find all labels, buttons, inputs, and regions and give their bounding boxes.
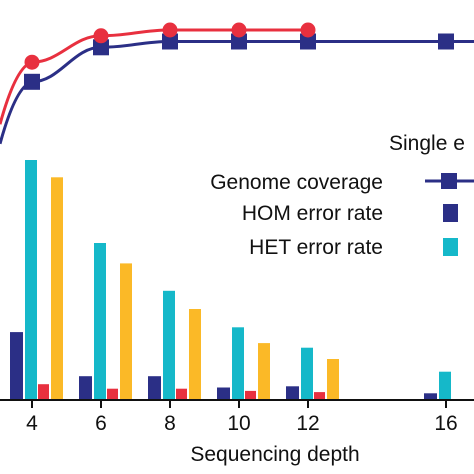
bar-depth-6-series-3: [107, 388, 118, 400]
bar-depth-8-series-4: [189, 309, 201, 400]
bar-depth-12-series-3: [314, 392, 325, 400]
bar-depth-6-series-1: [79, 376, 92, 400]
coverage-point-line-2-depth-8: [162, 22, 178, 38]
bar-depth-10-series-4: [258, 343, 270, 400]
bar-depth-10-series-2: [232, 327, 244, 400]
bar-depth-4-series-3: [38, 384, 49, 400]
x-tick-label-6: 6: [95, 412, 107, 435]
legend-label-hom-error-rate: HOM error rate: [242, 202, 383, 225]
coverage-point-line-2-depth-4: [24, 54, 40, 70]
bar-depth-6-series-2: [94, 243, 106, 400]
x-axis-label: Sequencing depth: [190, 443, 359, 466]
bar-depth-4-series-2: [25, 160, 37, 400]
x-tick-label-16: 16: [434, 412, 457, 435]
coverage-point-line-1-depth-4: [24, 73, 40, 90]
x-tick-label-12: 12: [296, 412, 319, 435]
x-ticks-layer: 4 6 8 10 12 16: [26, 400, 458, 435]
coverage-lines-layer: [0, 22, 474, 145]
legend-marker-hom-error-rate: [443, 204, 458, 222]
x-tick-label-8: 8: [164, 412, 176, 435]
bar-depth-8-series-3: [176, 388, 187, 400]
bar-depth-12-series-2: [301, 347, 313, 400]
bar-depth-8-series-1: [148, 376, 161, 400]
coverage-point-line-1-depth-10: [231, 33, 247, 50]
coverage-point-line-1-depth-16: [438, 33, 454, 50]
coverage-line-1: [0, 39, 474, 145]
coverage-point-line-2-depth-6: [93, 28, 109, 44]
legend-label-genome-coverage: Genome coverage: [210, 171, 383, 194]
bar-depth-16-series-2: [439, 371, 451, 400]
coverage-point-line-1-depth-12: [300, 33, 316, 50]
legend-header: Single e: [389, 132, 465, 155]
bar-depth-6-series-4: [120, 263, 132, 400]
coverage-point-line-2-depth-10: [231, 22, 247, 38]
coverage-point-line-2-depth-12: [300, 22, 316, 38]
bar-depth-4-series-1: [10, 332, 23, 400]
bars-layer: [10, 160, 451, 400]
bar-depth-16-series-1: [424, 393, 437, 400]
legend-marker-genome-coverage: [441, 173, 457, 189]
x-tick-label-10: 10: [227, 412, 250, 435]
legend-marker-het-error-rate: [443, 238, 458, 256]
coverage-point-line-1-depth-6: [93, 39, 109, 56]
coverage-point-line-1-depth-8: [162, 33, 178, 50]
bar-depth-8-series-2: [163, 290, 175, 400]
bar-depth-10-series-1: [217, 387, 230, 400]
bar-depth-12-series-4: [327, 359, 339, 400]
bar-depth-10-series-3: [245, 390, 256, 400]
legend-label-het-error-rate: HET error rate: [249, 236, 383, 259]
bar-depth-4-series-4: [51, 177, 63, 400]
x-tick-label-4: 4: [26, 412, 38, 435]
bar-depth-12-series-1: [286, 386, 299, 400]
legend: Single e Genome coverage HOM error rate …: [210, 132, 474, 259]
